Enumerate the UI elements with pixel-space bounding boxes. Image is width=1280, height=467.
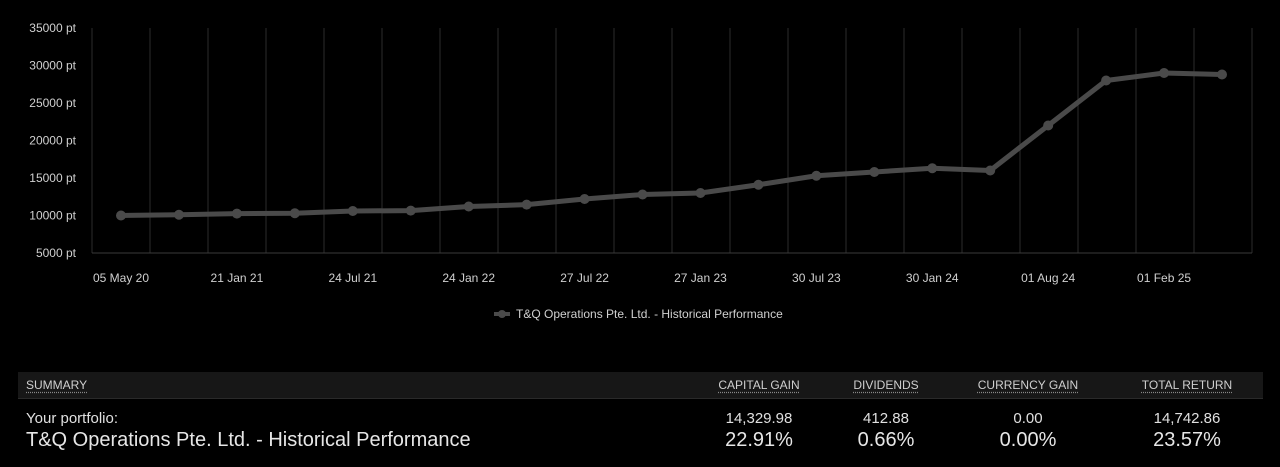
data-point[interactable] [1159, 68, 1170, 78]
y-tick-label: 5000 pt [36, 246, 77, 260]
performance-row: T&Q Operations Pte. Ltd. - Historical Pe… [18, 423, 1263, 451]
series-line [118, 70, 1225, 218]
data-point[interactable] [811, 170, 822, 181]
data-point[interactable] [753, 179, 764, 190]
data-point[interactable] [985, 165, 996, 176]
data-point[interactable] [695, 188, 706, 198]
data-point[interactable] [637, 189, 648, 200]
x-tick-label: 21 Jan 21 [211, 271, 264, 285]
data-point[interactable] [579, 194, 590, 204]
summary-header-label[interactable]: SUMMARY [26, 378, 88, 392]
y-tick-label: 10000 pt [29, 209, 76, 223]
data-point[interactable] [869, 167, 880, 177]
performance-total-return: 23.57% [1153, 429, 1221, 451]
portfolio-dividends: 412.88 [863, 410, 909, 427]
performance-label: T&Q Operations Pte. Ltd. - Historical Pe… [26, 429, 471, 451]
summary-header: SUMMARY CAPITAL GAIN DIVIDENDS CURRENCY … [18, 372, 1263, 399]
y-axis: 35000 pt 30000 pt 25000 pt 20000 pt 15000 pt… [29, 21, 76, 260]
data-point[interactable] [116, 210, 126, 221]
currency-gain-header[interactable]: CURRENCY GAIN [977, 378, 1079, 392]
portfolio-capital-gain: 14,329.98 [725, 410, 793, 427]
performance-currency-gain: 0.00% [999, 429, 1057, 451]
y-tick-label: 25000 pt [29, 96, 76, 110]
y-tick-label: 30000 pt [29, 59, 76, 73]
legend-label[interactable]: T&Q Operations Pte. Ltd. - Historical Pe… [516, 307, 783, 321]
data-point[interactable] [1043, 120, 1054, 131]
performance-chart: 35000 pt 30000 pt 25000 pt 20000 pt 15000 pt… [29, 21, 1253, 321]
capital-gain-header[interactable]: CAPITAL GAIN [718, 378, 800, 392]
x-tick-label: 05 May 20 [93, 271, 149, 285]
y-tick-label: 15000 pt [29, 171, 76, 185]
x-tick-label: 01 Aug 24 [1021, 271, 1075, 285]
data-point[interactable] [521, 199, 532, 210]
x-tick-label: 30 Jan 24 [906, 271, 959, 285]
portfolio-label: Your portfolio: [26, 410, 119, 427]
data-point[interactable] [289, 208, 300, 219]
performance-capital-gain: 22.91% [725, 429, 793, 451]
dividends-header[interactable]: DIVIDENDS [853, 378, 919, 392]
portfolio-currency-gain: 0.00 [1013, 410, 1043, 427]
chart-legend: T&Q Operations Pte. Ltd. - Historical Pe… [494, 307, 783, 321]
data-point[interactable] [463, 201, 474, 212]
legend-marker [498, 310, 506, 318]
x-axis: 05 May 20 21 Jan 21 24 Jul 21 24 Jan 22 27 J… [93, 271, 1191, 285]
y-tick-label: 20000 pt [29, 134, 76, 148]
data-point[interactable] [927, 163, 938, 174]
data-point[interactable] [405, 205, 416, 216]
series-group [116, 68, 1227, 221]
chart-grid [91, 28, 1253, 254]
data-point[interactable] [1217, 69, 1227, 80]
total-return-header[interactable]: TOTAL RETURN [1141, 378, 1233, 392]
x-tick-label: 27 Jul 22 [560, 271, 609, 285]
portfolio-total-return: 14,742.86 [1153, 410, 1221, 427]
y-tick-label: 35000 pt [29, 21, 76, 35]
data-point[interactable] [173, 209, 184, 220]
portfolio-row: Your portfolio: 14,329.98 412.88 0.00 14… [18, 399, 1263, 427]
performance-dividends: 0.66% [857, 429, 915, 451]
summary-table: SUMMARY CAPITAL GAIN DIVIDENDS CURRENCY … [18, 372, 1263, 451]
data-point[interactable] [1101, 75, 1112, 86]
x-tick-label: 30 Jul 23 [792, 271, 841, 285]
data-point[interactable] [231, 208, 242, 219]
x-tick-label: 24 Jan 22 [442, 271, 495, 285]
x-tick-label: 01 Feb 25 [1137, 271, 1191, 285]
x-tick-label: 27 Jan 23 [674, 271, 727, 285]
data-point[interactable] [347, 206, 358, 216]
x-tick-label: 24 Jul 21 [328, 271, 377, 285]
